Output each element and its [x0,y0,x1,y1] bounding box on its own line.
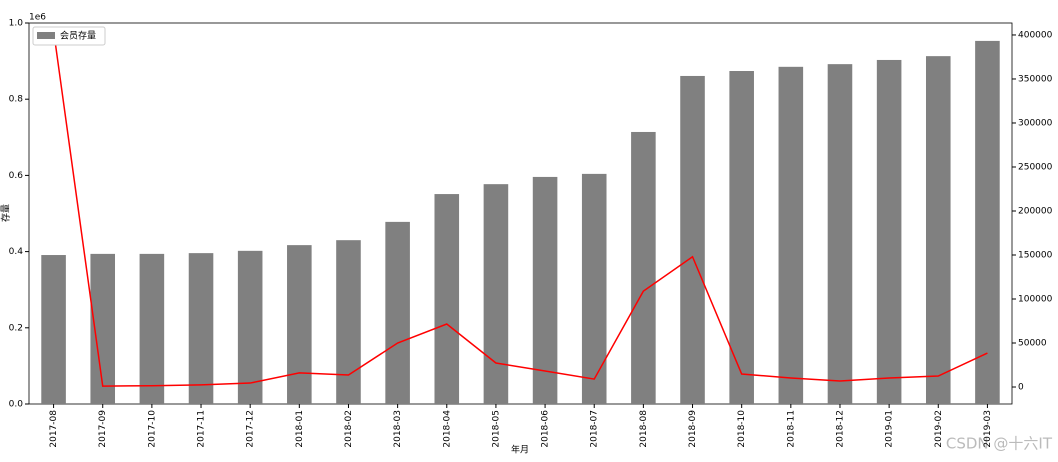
bar [139,253,165,404]
y2-tick-label: 250000 [1018,162,1053,172]
x-tick-label: 2018-11 [786,410,796,448]
bar [532,176,558,404]
x-tick-label: 2019-01 [885,410,895,448]
bar [237,250,263,404]
y-tick-label: 0.0 [9,400,24,410]
legend-label: 会员存量 [60,30,96,42]
x-tick-label: 2017-08 [49,410,59,448]
x-tick-label: 2018-12 [835,410,845,448]
legend-swatch [37,32,55,39]
y-tick-label: 0.4 [9,247,24,257]
bar [434,194,460,404]
bar [778,66,804,404]
x-tick-label: 2018-08 [639,410,649,448]
y-tick-label: 0.2 [9,323,23,333]
bar [385,221,410,404]
y-tick-label: 1.0 [9,19,24,29]
x-tick-label: 2018-10 [737,410,747,448]
x-tick-label: 2018-05 [491,410,501,448]
x-tick-label: 2018-09 [688,410,698,448]
plot-frame [28,22,1013,405]
x-tick-label: 2018-04 [442,410,452,448]
y-offset-label: 1e6 [29,13,46,23]
x-tick-label: 2018-07 [590,410,600,448]
watermark: CSDN @十六IT [946,435,1053,453]
y2-tick-label: 150000 [1018,250,1053,260]
y2-tick-label: 400000 [1018,30,1053,40]
bar [680,75,705,405]
y-tick-label: 0.8 [9,95,24,105]
bar [41,255,66,404]
bar [581,173,607,404]
y2-tick-label: 0 [1018,383,1024,393]
y-tick-label: 0.6 [9,171,24,181]
bar [975,40,1000,404]
x-tick-label: 2017-10 [147,410,157,448]
x-tick-label: 2017-12 [246,410,256,448]
y-axis-label: 存量 [0,204,12,222]
y2-tick-label: 100000 [1018,295,1053,305]
bar [188,253,214,404]
bar [925,56,951,404]
x-tick-label: 2018-06 [541,410,551,448]
line-series [52,30,988,387]
x-tick-label: 2019-02 [934,410,944,448]
x-tick-label: 2017-11 [197,410,207,448]
x-tick-label: 2017-09 [98,410,108,448]
bar [336,240,361,404]
y2-tick-label: 200000 [1018,206,1053,216]
legend-box [32,26,106,46]
bar [287,245,312,404]
y2-tick-label: 300000 [1018,118,1053,128]
x-tick-label: 2018-02 [344,410,354,448]
x-axis-label: 年月 [511,444,529,456]
bar [876,59,902,404]
bar [631,131,656,404]
y2-tick-label: 350000 [1018,74,1053,84]
bar [729,71,754,405]
x-tick-label: 2018-03 [393,410,403,448]
bar [483,184,509,404]
y2-tick-label: 50000 [1018,339,1047,349]
bar [827,64,853,404]
x-tick-label: 2018-01 [295,410,305,448]
x-tick-label: 2019-03 [983,410,993,448]
